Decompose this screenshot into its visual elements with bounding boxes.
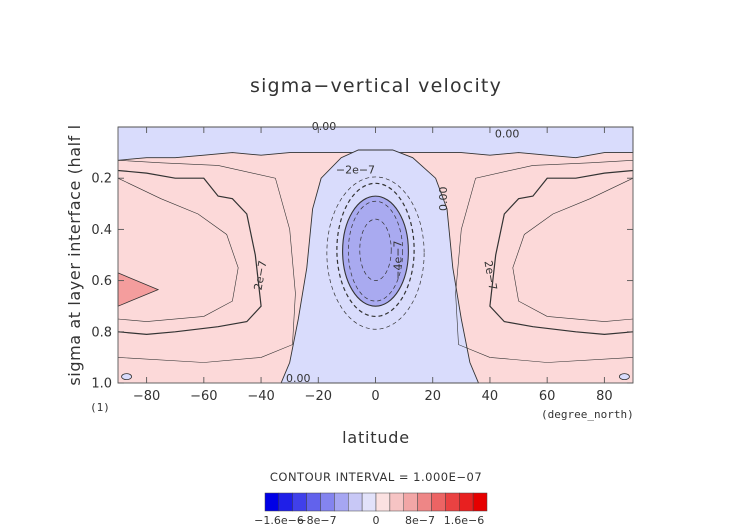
- colorbar-swatch: [361, 492, 377, 512]
- y-tick-label: 0.8: [91, 325, 112, 340]
- surface-spot: [619, 373, 630, 381]
- contour-label: −2e−7: [336, 164, 375, 177]
- positive-contour: [512, 177, 634, 322]
- colorbar-swatch: [445, 492, 460, 512]
- x-axis: −80 −60 −40 −20 0 20 40 60 80: [133, 127, 613, 404]
- colorbar-swatch: [389, 492, 404, 512]
- colorbar-swatch: [459, 492, 474, 512]
- colorbar-tick-label: 0: [373, 514, 380, 527]
- x-tick-label: 20: [424, 389, 441, 404]
- plot-area: 0.00 0.00 −2e−7 0.00 −4e−7 2e−7 2e−7 0.00: [117, 120, 634, 385]
- colorbar-swatch: [348, 492, 363, 512]
- contour-label: 2e−7: [481, 260, 499, 292]
- colorbar-tick-label: 8e−7: [405, 514, 435, 527]
- y-axis-label: sigma at layer interface (half l: [65, 124, 84, 385]
- y-tick-label: 0.6: [91, 274, 112, 289]
- strong-descent-core: [342, 195, 409, 307]
- colorbar-tick-label: 1.6e−6: [444, 514, 484, 527]
- colorbar-swatch: [472, 492, 488, 512]
- x-tick-label: 80: [596, 389, 613, 404]
- contour-label: 0.00: [437, 186, 450, 211]
- colorbar-swatch: [320, 492, 335, 512]
- colorbar-swatch: [306, 492, 321, 512]
- colorbar-swatch: [264, 492, 280, 512]
- colorbar-tick-label: −1.6e−6: [254, 514, 304, 527]
- chart-title: sigma−vertical velocity: [250, 75, 502, 97]
- x-tick-label: −20: [305, 389, 332, 404]
- positive-contour: [455, 160, 634, 363]
- upper-descent-band: [117, 126, 634, 161]
- colorbar-swatch: [403, 492, 418, 512]
- contour-interval-label: CONTOUR INTERVAL = 1.000E−07: [270, 470, 482, 484]
- x-tick-label: −60: [190, 389, 217, 404]
- surface-spot: [121, 373, 132, 381]
- y-tick-label: 0.2: [91, 172, 112, 187]
- contour-label: 0.00: [495, 128, 520, 141]
- x-tick-label: 60: [539, 389, 556, 404]
- x-axis-units: (degree_north): [541, 408, 634, 421]
- colorbar-swatch: [292, 492, 307, 512]
- x-axis-label: latitude: [342, 428, 410, 447]
- y-tick-label: 0.4: [91, 223, 112, 238]
- contour-label: 2e−7: [252, 260, 270, 292]
- contour-label: 0.00: [312, 120, 337, 133]
- colorbar-swatch: [417, 492, 432, 512]
- x-tick-label: −40: [247, 389, 274, 404]
- positive-contour: [117, 177, 239, 322]
- negative-contour: [336, 182, 415, 318]
- negative-contour: [326, 176, 425, 330]
- positive-contour: [117, 160, 296, 363]
- x-tick-label: 40: [482, 389, 499, 404]
- x-tick-label: −80: [133, 389, 160, 404]
- y-tick-label: 1.0: [91, 377, 112, 392]
- contour-label: −4e−7: [391, 241, 404, 280]
- negative-contour: [359, 218, 392, 281]
- y-axis: 0.2 0.4 0.6 0.8 1.0: [91, 172, 633, 392]
- x-tick-label: 0: [371, 389, 379, 404]
- colorbar-swatch: [334, 492, 349, 512]
- contour-label: 0.00: [286, 372, 311, 385]
- colorbar-swatch: [431, 492, 446, 512]
- negative-contour: [347, 200, 404, 302]
- colorbar-swatch: [375, 492, 391, 512]
- colorbar-swatch: [278, 492, 293, 512]
- colorbar: [264, 492, 488, 512]
- colorbar-tick-label: −8e−7: [297, 514, 336, 527]
- positive-contour: [117, 169, 262, 336]
- positive-contour: [489, 169, 634, 336]
- colorbar-tick-labels: −1.6e−6−8e−7 0 8e−7 1.6e−6: [254, 514, 484, 527]
- y-axis-units: (1): [90, 401, 110, 414]
